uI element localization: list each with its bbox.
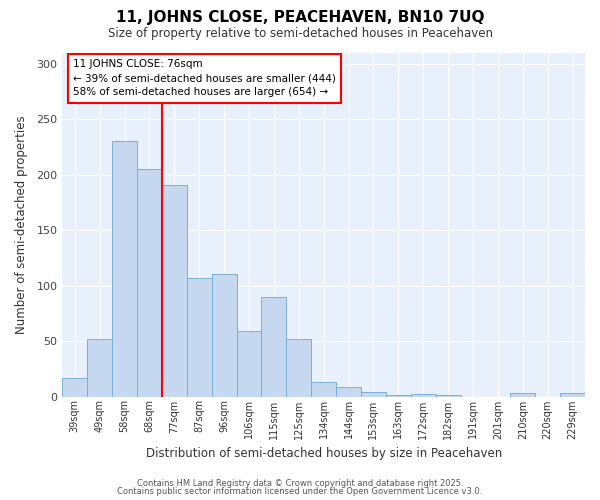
- Bar: [262, 296, 286, 396]
- Bar: [112, 142, 137, 396]
- Bar: [187, 278, 212, 396]
- Bar: [62, 378, 87, 396]
- Text: 11, JOHNS CLOSE, PEACEHAVEN, BN10 7UQ: 11, JOHNS CLOSE, PEACEHAVEN, BN10 7UQ: [116, 10, 484, 25]
- Bar: [236, 331, 262, 396]
- Bar: [311, 382, 336, 396]
- Bar: [137, 169, 162, 396]
- Bar: [162, 184, 187, 396]
- Text: Size of property relative to semi-detached houses in Peacehaven: Size of property relative to semi-detach…: [107, 28, 493, 40]
- Bar: [511, 393, 535, 396]
- Bar: [286, 339, 311, 396]
- Bar: [411, 394, 436, 396]
- Bar: [336, 386, 361, 396]
- Y-axis label: Number of semi-detached properties: Number of semi-detached properties: [15, 115, 28, 334]
- Bar: [361, 392, 386, 396]
- Bar: [560, 393, 585, 396]
- Bar: [87, 339, 112, 396]
- X-axis label: Distribution of semi-detached houses by size in Peacehaven: Distribution of semi-detached houses by …: [146, 447, 502, 460]
- Text: Contains public sector information licensed under the Open Government Licence v3: Contains public sector information licen…: [118, 487, 482, 496]
- Bar: [212, 274, 236, 396]
- Text: 11 JOHNS CLOSE: 76sqm
← 39% of semi-detached houses are smaller (444)
58% of sem: 11 JOHNS CLOSE: 76sqm ← 39% of semi-deta…: [73, 60, 335, 98]
- Text: Contains HM Land Registry data © Crown copyright and database right 2025.: Contains HM Land Registry data © Crown c…: [137, 478, 463, 488]
